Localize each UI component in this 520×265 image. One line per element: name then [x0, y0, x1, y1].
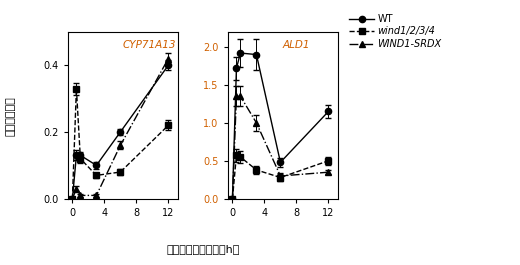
Text: CYP71A13: CYP71A13: [123, 40, 176, 50]
Legend: WT, wind1/2/3/4, WIND1-SRDX: WT, wind1/2/3/4, WIND1-SRDX: [345, 10, 446, 53]
Text: ALD1: ALD1: [283, 40, 310, 50]
Text: 遣伝子発現量: 遣伝子発現量: [5, 97, 16, 136]
Text: 傷害処理後の時間（h）: 傷害処理後の時間（h）: [166, 244, 240, 254]
